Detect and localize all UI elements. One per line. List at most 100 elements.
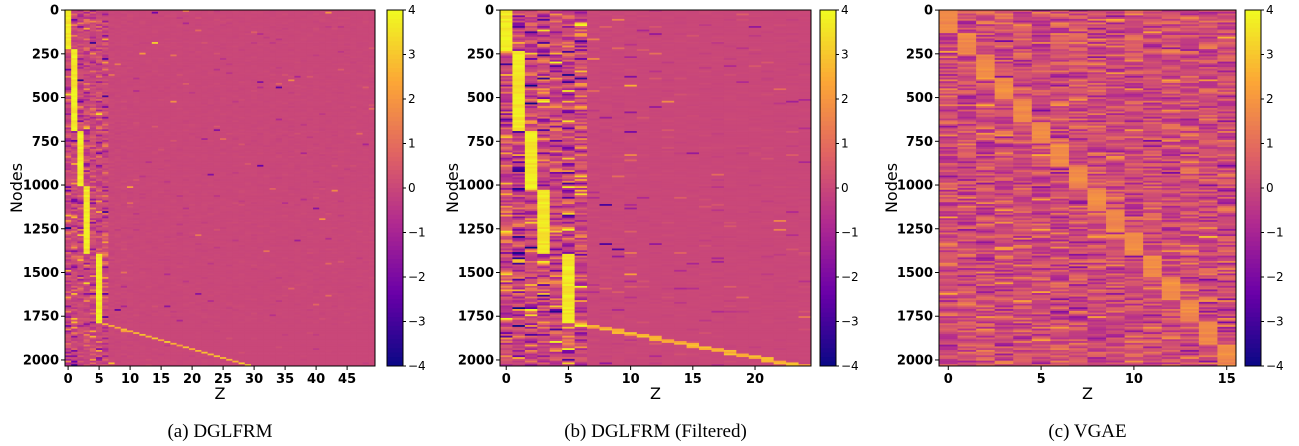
heatmap-cell xyxy=(65,50,72,54)
heatmap-cell xyxy=(77,357,84,360)
heatmap-cell xyxy=(77,193,84,196)
heatmap-cell xyxy=(71,90,78,93)
heatmap-cell xyxy=(77,214,84,217)
heatmap-cell xyxy=(96,195,103,198)
heatmap-cell xyxy=(102,152,109,155)
heatmap-cell xyxy=(77,349,84,353)
heatmap-cell xyxy=(89,157,97,160)
heatmap-cell xyxy=(83,364,91,367)
heatmap-cell xyxy=(102,104,109,107)
heatmap-cell xyxy=(96,186,103,189)
heatmap-cell xyxy=(96,127,103,130)
heatmap-cell xyxy=(89,102,97,105)
heatmap-cell xyxy=(83,243,91,246)
heatmap-cell xyxy=(96,54,103,57)
heatmap-cell xyxy=(71,218,78,221)
heatmap-cell xyxy=(89,68,97,71)
heatmap-cell xyxy=(89,200,97,203)
heatmap-cell xyxy=(96,26,103,29)
heatmap-cell xyxy=(96,289,103,292)
heatmap-cell xyxy=(71,179,78,182)
heatmap-cell xyxy=(83,223,91,226)
heatmap-cell xyxy=(71,195,78,198)
heatmap-cell xyxy=(96,307,103,310)
heatmap-cell xyxy=(65,189,72,192)
heatmap-cell xyxy=(89,136,97,139)
heatmap-cell xyxy=(65,332,72,335)
heatmap-cell xyxy=(83,175,91,178)
heatmap-cell xyxy=(83,118,91,121)
heatmap-cell xyxy=(89,234,97,237)
heatmap-cell xyxy=(77,252,84,255)
heatmap-cell xyxy=(71,339,78,342)
heatmap-cell xyxy=(77,115,84,118)
heatmap-cell xyxy=(77,95,84,98)
heatmap-cell xyxy=(83,33,91,36)
heatmap-cell xyxy=(71,29,78,32)
heatmap-cell xyxy=(65,285,72,289)
heatmap-cell xyxy=(71,54,78,57)
heatmap-cell xyxy=(65,132,72,135)
heatmap-cell xyxy=(89,211,97,214)
heatmap-cell xyxy=(71,36,78,39)
heatmap-cell xyxy=(83,106,91,109)
heatmap-cell xyxy=(89,107,97,111)
heatmap-cell xyxy=(83,305,91,308)
heatmap-cell xyxy=(83,205,91,208)
heatmap-cell xyxy=(77,26,84,29)
heatmap-cell xyxy=(89,248,97,251)
heatmap-cell xyxy=(77,143,84,146)
heatmap-cell xyxy=(65,93,72,96)
heatmap-cell xyxy=(89,38,97,41)
heatmap-cell xyxy=(65,337,72,340)
heatmap-cell xyxy=(89,15,97,18)
heatmap-cell xyxy=(89,170,97,173)
heatmap-cell xyxy=(89,189,97,192)
heatmap-cell xyxy=(83,182,91,185)
heatmap-cell xyxy=(96,123,103,127)
heatmap-cell xyxy=(102,99,109,102)
heatmap-cell xyxy=(65,230,72,233)
heatmap-cell xyxy=(96,109,103,112)
heatmap-cell xyxy=(71,132,78,135)
heatmap-cell xyxy=(96,104,103,107)
heatmap-cell xyxy=(83,88,91,91)
heatmap-cell xyxy=(77,72,84,75)
heatmap-cell xyxy=(96,157,103,160)
heatmap-cell xyxy=(89,161,97,164)
heatmap-cell xyxy=(102,115,109,118)
heatmap-cell xyxy=(89,152,97,155)
heatmap-cell xyxy=(65,122,72,125)
heatmap-cell xyxy=(65,314,72,317)
heatmap-cell xyxy=(89,120,97,123)
heatmap-cell xyxy=(71,241,78,244)
heatmap-cell xyxy=(89,325,97,328)
heatmap-cell xyxy=(65,13,72,16)
heatmap-cell xyxy=(96,18,103,22)
heatmap-cell xyxy=(65,268,72,271)
heatmap-cell xyxy=(77,294,84,297)
heatmap-cell xyxy=(96,285,103,289)
heatmap-cell xyxy=(77,93,84,96)
heatmap-cell xyxy=(71,189,78,192)
heatmap-cell xyxy=(65,214,72,217)
heatmap-cell xyxy=(89,314,97,317)
heatmap-cell xyxy=(77,332,84,335)
heatmap-cell xyxy=(83,241,91,244)
heatmap-cell xyxy=(65,74,72,77)
heatmap-cell xyxy=(96,312,103,315)
heatmap-cell xyxy=(77,52,84,55)
heatmap-cell xyxy=(102,77,109,80)
heatmap-cell xyxy=(65,102,72,105)
heatmap-cell xyxy=(89,34,97,38)
heatmap-cell xyxy=(65,357,72,360)
heatmap-cell xyxy=(102,186,109,189)
heatmap-cell xyxy=(96,79,103,82)
heatmap-cell xyxy=(65,300,72,303)
heatmap-cell xyxy=(96,196,103,200)
heatmap-cell xyxy=(71,17,78,20)
heatmap-cell xyxy=(89,262,97,265)
heatmap-cell xyxy=(89,186,97,189)
heatmap-cell xyxy=(83,59,91,63)
heatmap-cell xyxy=(77,225,84,228)
